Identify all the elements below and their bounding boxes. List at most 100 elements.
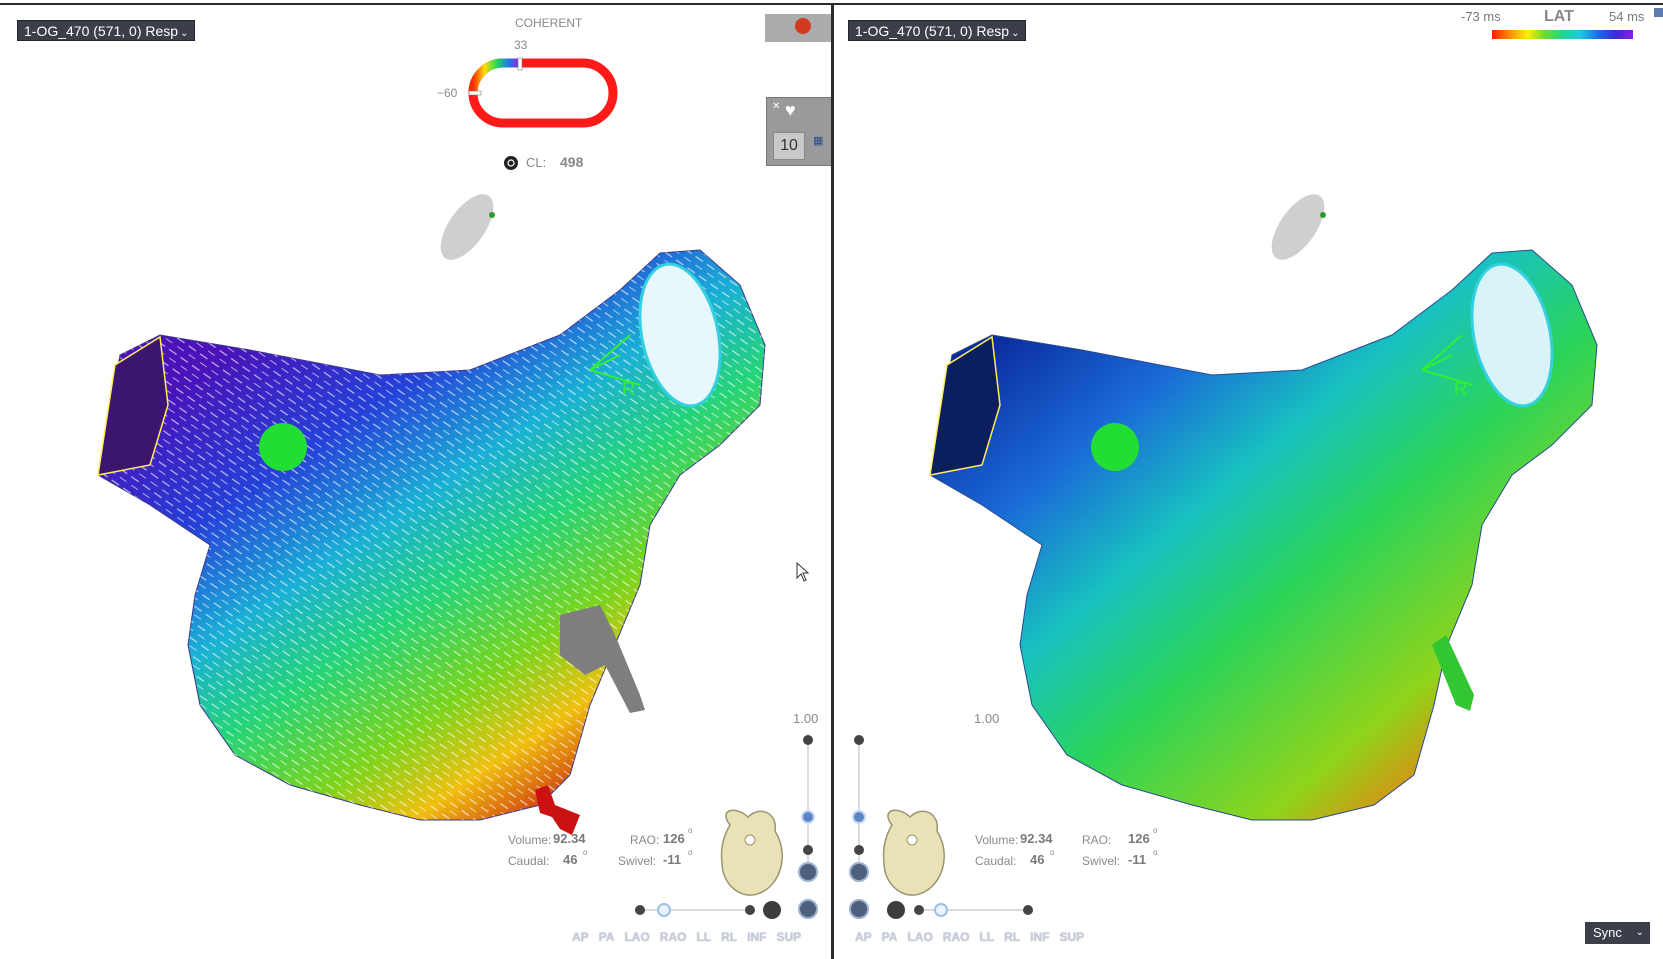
left-vein-opening — [97, 335, 169, 476]
coherent-marker — [517, 57, 523, 71]
opacity-slider-thumb[interactable] — [934, 903, 948, 917]
right-vein-ring — [638, 262, 722, 408]
r-marker — [1421, 334, 1473, 386]
cycle-length-label: CL: — [526, 155, 547, 170]
caudal-label: Caudal: — [508, 854, 550, 868]
shading-icon[interactable] — [887, 901, 905, 919]
left-map-selector-label: 1-OG_470 (571, 0) Resp — [24, 23, 179, 39]
left-scene: R — [97, 57, 815, 919]
rao-degree: o — [688, 826, 693, 835]
opacity-slider-thumb[interactable] — [657, 903, 671, 917]
catheter — [560, 605, 645, 713]
tool-palette[interactable]: ✕ ♥ 10 ▦ — [766, 97, 831, 166]
top-border — [0, 3, 1663, 5]
legend-toggle-icon[interactable] — [1654, 8, 1663, 17]
red-tag-cluster — [535, 785, 580, 835]
view-rao-button[interactable]: RAO — [659, 930, 687, 944]
grid-icon[interactable]: ▦ — [813, 135, 824, 147]
rao-degree: o — [1153, 826, 1158, 835]
rao-value: 126 — [1128, 831, 1150, 846]
orientation-marker — [440, 194, 494, 260]
volume-label: Volume: — [975, 833, 1019, 847]
view-inf-button[interactable]: INF — [747, 930, 767, 944]
zoom-value: 1.00 — [793, 711, 819, 726]
heart-view-button[interactable] — [798, 862, 818, 882]
view-rl-button[interactable]: RL — [1004, 930, 1021, 944]
coherent-marker-side — [468, 90, 482, 96]
heart-orientation-icon[interactable] — [882, 809, 945, 896]
view-rao-button[interactable]: RAO — [942, 930, 970, 944]
right-scene: R — [852, 194, 1598, 919]
volume-value: 92.34 — [553, 831, 586, 846]
view-sup-button[interactable]: SUP — [776, 930, 802, 944]
rao-label: RAO: — [630, 833, 660, 847]
view-rl-button[interactable]: RL — [721, 930, 738, 944]
view-sup-button[interactable]: SUP — [1059, 930, 1085, 944]
view-ap-button[interactable]: AP — [572, 930, 589, 944]
opacity-decrease-icon[interactable] — [635, 905, 645, 915]
ablation-tag[interactable] — [1091, 423, 1139, 471]
left-vein-opening — [929, 335, 1001, 476]
zoom-slider-thumb[interactable] — [801, 810, 815, 824]
view-lao-button[interactable]: LAO — [624, 930, 650, 944]
right-view-buttons: AP PA LAO RAO LL RL INF SUP — [855, 930, 1094, 944]
zoom-value: 1.00 — [974, 711, 1000, 726]
reset-view-button[interactable] — [798, 899, 818, 919]
view-lao-button[interactable]: LAO — [907, 930, 933, 944]
ablation-tag[interactable] — [259, 423, 307, 471]
opacity-increase-icon[interactable] — [745, 905, 755, 915]
zoom-in-icon[interactable] — [854, 735, 864, 745]
panel-divider[interactable] — [831, 5, 834, 959]
opacity-decrease-icon[interactable] — [914, 905, 924, 915]
sync-label: Sync — [1593, 925, 1622, 940]
orientation-marker — [1271, 194, 1325, 260]
coherent-top-value: 33 — [514, 38, 528, 52]
heart-view-button[interactable] — [849, 862, 869, 882]
lat-title: LAT — [1544, 8, 1574, 25]
shading-icon[interactable] — [763, 901, 781, 919]
caudal-value: 46 — [1030, 852, 1045, 867]
svg-text:R: R — [1454, 379, 1467, 399]
zoom-out-icon[interactable] — [854, 845, 864, 855]
tool-number[interactable]: 10 — [773, 132, 805, 160]
right-map-selector-label: 1-OG_470 (571, 0) Resp — [855, 23, 1010, 39]
atrium-map-right[interactable] — [929, 249, 1598, 821]
right-map-selector[interactable]: 1-OG_470 (571, 0) Resp ⌄ — [848, 20, 1027, 41]
left-map-selector[interactable]: 1-OG_470 (571, 0) Resp ⌄ — [17, 20, 196, 41]
map-tools-button[interactable] — [765, 14, 831, 42]
coherent-title: COHERENT — [515, 16, 583, 30]
swivel-degree: o — [688, 848, 693, 857]
left-map-panel[interactable]: 1-OG_470 (571, 0) Resp ⌄ COHERENT 33 −60 — [0, 5, 831, 959]
right-map-panel[interactable]: 1-OG_470 (571, 0) Resp ⌄ -73 ms LAT 54 ms… — [834, 5, 1663, 959]
view-inf-button[interactable]: INF — [1030, 930, 1050, 944]
reset-view-button[interactable] — [849, 899, 869, 919]
swivel-degree: o — [1153, 848, 1158, 857]
view-ll-button[interactable]: LL — [979, 930, 995, 944]
sync-dropdown[interactable]: Sync ⌄ — [1585, 922, 1650, 944]
lat-min-label: -73 ms — [1461, 9, 1501, 24]
heart-orientation-icon[interactable] — [720, 809, 783, 896]
lat-max-label: 54 ms — [1609, 9, 1645, 24]
view-ll-button[interactable]: LL — [696, 930, 712, 944]
chevron-down-icon: ⌄ — [180, 28, 189, 39]
view-pa-button[interactable]: PA — [881, 930, 898, 944]
points-icon — [795, 18, 811, 34]
opacity-increase-icon[interactable] — [1023, 905, 1033, 915]
heart-tool-icon[interactable]: ♥ — [785, 100, 796, 120]
rao-value: 126 — [663, 831, 685, 846]
zoom-out-icon[interactable] — [803, 845, 813, 855]
caudal-degree: o — [583, 848, 588, 857]
caudal-value: 46 — [563, 852, 578, 867]
propagation-streaks — [98, 250, 765, 820]
catheter — [1432, 635, 1474, 711]
swivel-label: Swivel: — [618, 854, 657, 868]
r-marker — [589, 334, 641, 386]
zoom-slider-thumb[interactable] — [852, 810, 866, 824]
view-pa-button[interactable]: PA — [598, 930, 615, 944]
chevron-down-icon: ⌄ — [1011, 28, 1020, 39]
view-ap-button[interactable]: AP — [855, 930, 872, 944]
coherent-side-value: −60 — [437, 86, 458, 100]
zoom-in-icon[interactable] — [803, 735, 813, 745]
right-vein-ring — [1470, 262, 1554, 408]
close-icon[interactable]: ✕ — [772, 101, 781, 112]
